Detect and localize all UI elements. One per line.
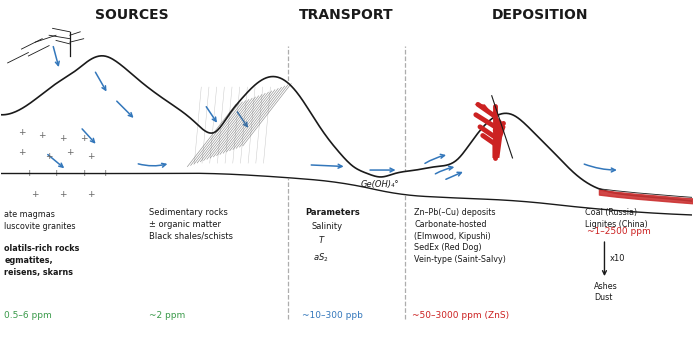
Text: ~10–300 ppb: ~10–300 ppb xyxy=(301,311,362,320)
Text: Salinity: Salinity xyxy=(312,222,343,231)
Text: +: + xyxy=(87,190,94,199)
Text: 0.5–6 ppm: 0.5–6 ppm xyxy=(4,311,52,320)
Text: +: + xyxy=(25,169,32,178)
Text: Sedimentary rocks
± organic matter
Black shales/schists: Sedimentary rocks ± organic matter Black… xyxy=(150,208,234,241)
Text: ~1–2500 ppm: ~1–2500 ppm xyxy=(587,227,651,236)
Text: T: T xyxy=(319,236,324,245)
Text: +: + xyxy=(100,169,108,178)
Text: Parameters: Parameters xyxy=(305,208,360,217)
Text: +: + xyxy=(87,152,94,161)
Text: +: + xyxy=(18,128,25,136)
Text: +: + xyxy=(59,190,67,199)
Text: +: + xyxy=(31,190,39,199)
Text: +: + xyxy=(80,134,87,143)
Text: ~2 ppm: ~2 ppm xyxy=(150,311,186,320)
Text: +: + xyxy=(38,131,46,140)
Text: olatils-rich rocks
egmatites,
reisens, skarns: olatils-rich rocks egmatites, reisens, s… xyxy=(4,244,80,277)
Polygon shape xyxy=(475,104,506,158)
Text: +: + xyxy=(52,169,60,178)
Text: Zn–Pb(–Cu) deposits
Carbonate-hosted
(Elmwood, Kipushi)
SedEx (Red Dog)
Vein-typ: Zn–Pb(–Cu) deposits Carbonate-hosted (El… xyxy=(414,208,506,264)
Text: +: + xyxy=(45,152,53,161)
Text: x10: x10 xyxy=(609,254,625,263)
Text: ~50–3000 ppm (ZnS): ~50–3000 ppm (ZnS) xyxy=(412,311,509,320)
Text: +: + xyxy=(66,148,73,157)
Text: ate magmas
luscovite granites: ate magmas luscovite granites xyxy=(4,210,76,231)
Text: $aS_2$: $aS_2$ xyxy=(313,251,329,264)
Text: Ashes
Dust: Ashes Dust xyxy=(594,282,618,303)
Text: TRANSPORT: TRANSPORT xyxy=(299,8,394,22)
Text: Coal (Russia)
Lignites (China): Coal (Russia) Lignites (China) xyxy=(585,208,648,229)
Text: +: + xyxy=(80,169,87,178)
Text: Ge(OH)₄°: Ge(OH)₄° xyxy=(360,180,399,189)
Text: DEPOSITION: DEPOSITION xyxy=(492,8,588,22)
Text: SOURCES: SOURCES xyxy=(96,8,169,22)
Text: +: + xyxy=(18,148,25,157)
Text: +: + xyxy=(59,134,67,143)
